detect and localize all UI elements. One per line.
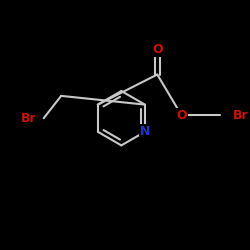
Text: O: O xyxy=(176,109,187,122)
Text: Br: Br xyxy=(233,109,248,122)
Text: O: O xyxy=(152,43,162,56)
Text: N: N xyxy=(140,125,150,138)
Text: Br: Br xyxy=(21,112,37,125)
